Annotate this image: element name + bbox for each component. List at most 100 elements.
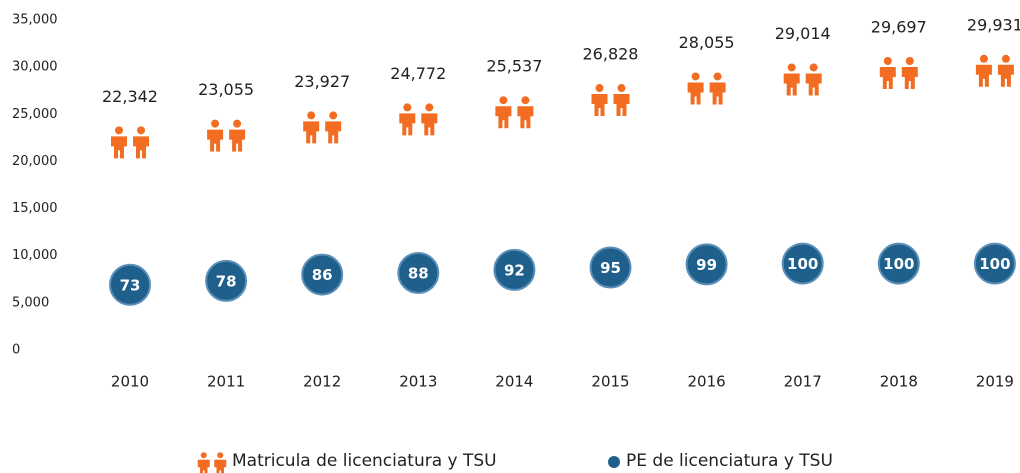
circle-marker xyxy=(205,259,248,302)
person-body xyxy=(111,136,127,159)
data-label: 100 xyxy=(787,255,818,273)
data-label: 92 xyxy=(504,261,525,279)
data-label: 28,055 xyxy=(679,33,735,52)
y-tick-label: 15,000 xyxy=(12,201,58,216)
circle-marker xyxy=(109,263,151,306)
x-tick-label: 2014 xyxy=(495,373,533,391)
person-head xyxy=(713,72,722,81)
data-label: 73 xyxy=(120,276,141,294)
person-body xyxy=(975,64,992,87)
person-head xyxy=(691,72,700,81)
person-body xyxy=(303,121,320,144)
person-body xyxy=(399,113,416,136)
data-label: 22,342 xyxy=(102,87,158,106)
circle-marker xyxy=(589,246,632,289)
y-tick-label: 0 xyxy=(12,343,20,358)
x-tick-label: 2016 xyxy=(688,373,726,391)
circle-marker xyxy=(877,242,920,285)
person-marker xyxy=(303,111,342,144)
person-body xyxy=(133,136,149,159)
person-head xyxy=(1001,54,1010,63)
y-tick-label: 35,000 xyxy=(12,13,58,28)
person-body xyxy=(214,459,227,473)
y-tick-label: 30,000 xyxy=(12,60,58,75)
person-body xyxy=(517,106,534,129)
x-tick-label: 2010 xyxy=(111,373,149,391)
data-label: 23,927 xyxy=(294,72,350,91)
data-label: 78 xyxy=(216,272,237,290)
person-head xyxy=(307,111,316,120)
person-body xyxy=(325,121,342,144)
data-label: 23,055 xyxy=(198,80,254,99)
circle-marker xyxy=(781,242,824,285)
person-body xyxy=(783,73,800,96)
x-tick-label: 2017 xyxy=(784,373,822,391)
y-tick-label: 25,000 xyxy=(12,107,58,122)
data-label: 100 xyxy=(979,255,1010,273)
data-label: 99 xyxy=(696,256,717,274)
person-body xyxy=(495,106,512,129)
person-head xyxy=(979,54,988,63)
person-body xyxy=(613,94,630,117)
person-body xyxy=(229,129,246,152)
person-marker xyxy=(975,54,1014,87)
person-head xyxy=(905,56,914,65)
person-head xyxy=(137,126,145,135)
legend: Matricula de licenciatura y TSU PE de li… xyxy=(197,451,833,473)
x-tick-label: 2013 xyxy=(399,373,437,391)
person-body xyxy=(421,113,438,136)
person-head xyxy=(403,103,412,112)
legend-icon xyxy=(197,452,227,473)
person-head xyxy=(200,452,207,459)
data-label: 25,537 xyxy=(486,57,542,76)
data-label: 95 xyxy=(600,259,621,277)
data-label: 86 xyxy=(312,266,333,284)
y-tick-label: 20,000 xyxy=(12,154,58,169)
circle-marker xyxy=(685,243,728,286)
person-head xyxy=(233,119,242,128)
person-body xyxy=(997,64,1014,87)
person-head xyxy=(329,111,338,120)
x-tick-label: 2015 xyxy=(591,373,629,391)
y-tick-label: 10,000 xyxy=(12,248,58,263)
person-body xyxy=(197,459,210,473)
x-tick-label: 2018 xyxy=(880,373,918,391)
person-head xyxy=(211,119,220,128)
data-label: 29,014 xyxy=(775,24,831,43)
circle-marker xyxy=(301,253,344,296)
legend-icon xyxy=(608,456,620,468)
data-label: 29,931 xyxy=(967,15,1020,34)
person-body xyxy=(207,129,224,152)
person-body xyxy=(879,66,896,89)
person-marker xyxy=(879,56,918,89)
person-head xyxy=(595,84,604,93)
person-body xyxy=(591,94,608,117)
person-head xyxy=(217,452,224,459)
x-tick-label: 2012 xyxy=(303,373,341,391)
data-label: 88 xyxy=(408,265,429,283)
person-head xyxy=(787,63,796,72)
legend-label: PE de licenciatura y TSU xyxy=(626,451,833,471)
circle-marker xyxy=(493,248,536,291)
legend-label: Matricula de licenciatura y TSU xyxy=(232,451,497,471)
data-label: 24,772 xyxy=(390,64,446,83)
person-marker xyxy=(111,126,149,159)
person-head xyxy=(425,103,434,112)
person-head xyxy=(115,126,123,135)
person-head xyxy=(499,96,508,105)
person-body xyxy=(901,66,918,89)
data-label: 29,697 xyxy=(871,17,927,36)
circle-marker xyxy=(397,252,440,294)
x-tick-label: 2019 xyxy=(976,373,1014,391)
circle-marker xyxy=(973,242,1016,285)
person-marker xyxy=(687,72,726,105)
person-head xyxy=(809,63,818,72)
person-marker xyxy=(399,103,438,136)
person-marker xyxy=(783,63,822,96)
person-head xyxy=(521,96,530,105)
person-head xyxy=(617,84,626,93)
y-tick-label: 5,000 xyxy=(12,295,49,310)
person-body xyxy=(687,82,704,105)
person-marker xyxy=(495,96,534,129)
